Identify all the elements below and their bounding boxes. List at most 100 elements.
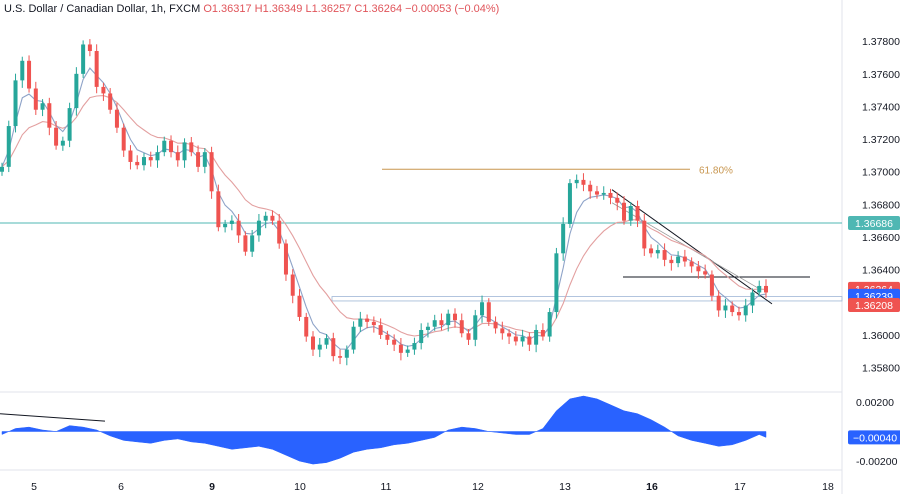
candle-body — [540, 330, 545, 337]
oscillator-area — [1, 395, 767, 465]
price-badge-label: 1.36686 — [855, 218, 893, 230]
candle-body — [243, 235, 248, 252]
candle-body — [155, 152, 160, 161]
candle-body — [628, 206, 633, 221]
candle-body — [642, 220, 647, 249]
candle-body — [507, 333, 512, 337]
candle-body — [709, 274, 714, 296]
candle-body — [527, 336, 532, 345]
candle-body — [27, 60, 32, 89]
candle-body — [189, 142, 194, 153]
chart-header: U.S. Dollar / Canadian Dollar, 1h, FXCM … — [4, 3, 499, 15]
candle-body — [581, 179, 586, 185]
candle-body — [459, 320, 464, 334]
candle-body — [703, 271, 708, 275]
candle-body — [419, 330, 424, 344]
candle-body — [101, 86, 106, 94]
candle-body — [331, 338, 336, 357]
candle-body — [94, 51, 99, 87]
candle-body — [317, 344, 322, 350]
range-box — [331, 296, 843, 302]
price-tick-label: 1.37400 — [862, 101, 900, 113]
candle-body — [736, 312, 741, 316]
candle-body — [757, 285, 762, 293]
candle-body — [723, 305, 728, 311]
candle-body — [256, 220, 261, 236]
candle-body — [486, 302, 491, 322]
time-tick-label: 6 — [118, 481, 124, 493]
candle-body — [500, 328, 505, 334]
candle-body — [513, 336, 518, 342]
price-tick-label: 1.36600 — [862, 232, 900, 244]
candle-body — [432, 320, 437, 327]
time-tick-label: 12 — [472, 481, 484, 493]
candle-body — [297, 295, 302, 317]
candle-body — [20, 60, 25, 81]
candle-body — [0, 166, 4, 172]
candle-body — [730, 305, 735, 313]
candle-body — [398, 344, 403, 353]
candle-body — [480, 302, 485, 316]
candle-body — [324, 338, 329, 345]
candle-body — [764, 285, 768, 293]
price-badge — [848, 297, 900, 312]
candle-body — [378, 325, 383, 335]
price-tick-label: 1.37600 — [862, 69, 900, 81]
candle-body — [466, 333, 471, 340]
candle-body — [196, 152, 201, 167]
candle-body — [358, 318, 363, 327]
time-tick-label: 5 — [31, 481, 37, 493]
candle-body — [169, 140, 174, 153]
candle-body — [13, 80, 18, 127]
candle-body — [588, 184, 593, 192]
candle-body — [47, 103, 52, 128]
time-tick-label: 18 — [822, 481, 834, 493]
candle-body — [175, 152, 180, 161]
candle-body — [74, 73, 79, 109]
candle-body — [263, 215, 268, 221]
candle-body — [67, 108, 72, 141]
candle-body — [202, 152, 207, 167]
price-tick-label: 1.36400 — [862, 265, 900, 277]
candle-body — [128, 150, 133, 162]
candle-body — [547, 312, 552, 337]
candle-body — [6, 126, 11, 167]
candle-body — [554, 253, 559, 313]
candle-body — [148, 157, 153, 161]
candle-body — [682, 256, 687, 262]
candle-body — [561, 223, 566, 254]
candle-body — [452, 313, 457, 321]
candle-body — [405, 349, 410, 353]
price-badge — [848, 215, 900, 230]
candle-body — [655, 250, 660, 254]
candle-body — [54, 127, 59, 146]
candle-body — [689, 261, 694, 267]
candle-body — [608, 192, 613, 198]
candle-body — [216, 191, 221, 228]
candle-body — [182, 142, 187, 161]
candle-body — [304, 316, 309, 337]
candle-body — [135, 161, 140, 166]
candle-body — [87, 44, 92, 51]
candle-body — [439, 320, 444, 326]
candle-body — [716, 295, 721, 311]
candle-body — [108, 93, 113, 110]
oscillator-badge — [848, 430, 900, 445]
candle-body — [365, 318, 370, 322]
oscillator-trendline — [0, 413, 106, 422]
candle-body — [250, 235, 255, 252]
candle-body — [662, 250, 667, 260]
symbol-title: U.S. Dollar / Canadian Dollar, 1h, FXCM — [4, 3, 201, 15]
candle-body — [371, 321, 376, 326]
candle-body — [635, 206, 640, 221]
candle-body — [601, 192, 606, 195]
candle-body — [615, 197, 620, 203]
ohlc-readout: O1.36317 H1.36349 L1.36257 C1.36264 −0.0… — [203, 3, 500, 15]
candle-body — [33, 88, 38, 110]
price-tick-label: 1.36800 — [862, 199, 900, 211]
fib-level-label: 61.80% — [699, 165, 733, 176]
candle-body — [141, 157, 146, 166]
candle-body — [236, 220, 241, 236]
candle-body — [209, 152, 214, 192]
